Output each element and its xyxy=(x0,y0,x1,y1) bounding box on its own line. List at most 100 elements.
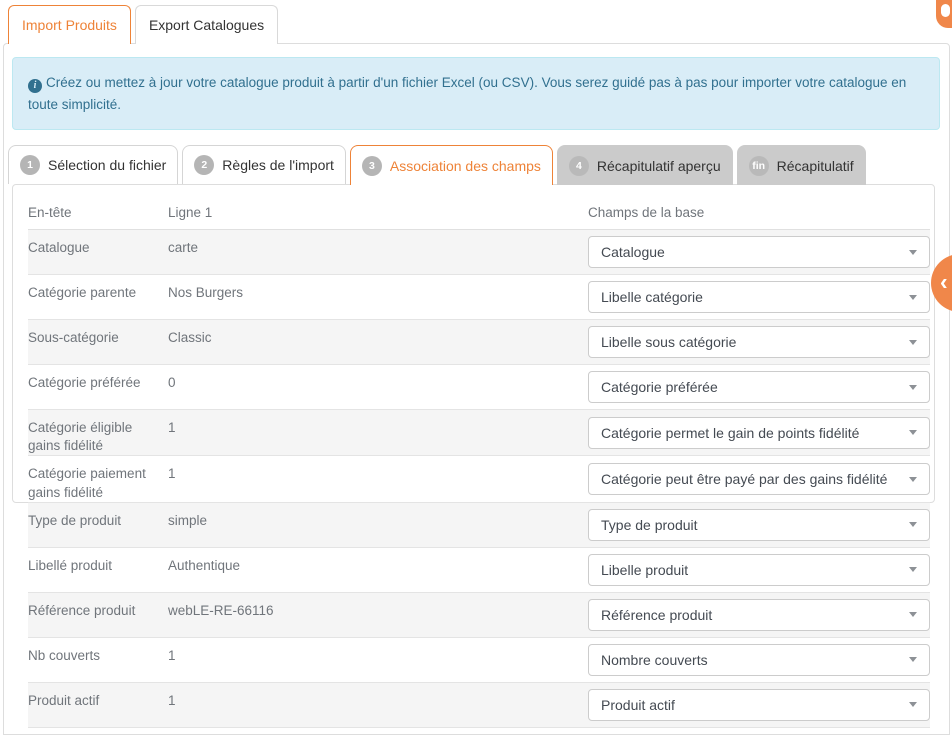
step-number-badge: 2 xyxy=(194,155,215,175)
row-line1-cell: Authentique xyxy=(168,557,241,573)
tab-export-catalogues[interactable]: Export Catalogues xyxy=(134,5,279,44)
column-header-entete: En-tête xyxy=(28,205,72,220)
step-number-badge: 4 xyxy=(568,155,589,176)
field-select[interactable]: Libelle sous catégorie xyxy=(588,326,930,358)
row-field-cell: Libelle sous catégorie xyxy=(588,326,930,358)
table-row: Sous-catégorie Classic Libelle sous caté… xyxy=(28,320,930,365)
wizard-step-2[interactable]: 2 Règles de l'import xyxy=(182,145,346,184)
field-select[interactable]: Libelle produit xyxy=(588,553,930,586)
table-header-row: En-tête Ligne 1 Champs de la base xyxy=(28,197,930,230)
caret-down-icon xyxy=(909,249,917,255)
step-label: Récapitulatif aperçu xyxy=(596,157,721,174)
field-select-value: Libelle sous catégorie xyxy=(601,334,737,350)
row-line1-cell: carte xyxy=(168,240,199,255)
row-field-cell: Nombre couverts xyxy=(588,643,930,676)
wizard-step-fin[interactable]: fin Récapitulatif xyxy=(736,145,866,185)
table-row: Référence produit webLE-RE-66116 Référen… xyxy=(28,592,930,638)
step-label: Sélection du fichier xyxy=(48,157,167,173)
field-select-value: Référence produit xyxy=(601,606,713,623)
field-select-value: Libelle produit xyxy=(601,561,689,578)
field-select[interactable]: Référence produit xyxy=(588,598,930,631)
field-select[interactable]: Catégorie peut être payé par des gains f… xyxy=(588,463,930,496)
field-select[interactable]: Produit actif xyxy=(588,688,930,721)
table-body: Catalogue carte Catalogue Catégorie pare… xyxy=(28,230,930,728)
row-field-cell: Catégorie permet le gain de points fidél… xyxy=(588,416,930,449)
table-row: Libellé produit Authentique Libelle prod… xyxy=(28,548,930,593)
field-select[interactable]: Catégorie préférée xyxy=(588,371,930,403)
row-header-cell: Type de produit xyxy=(28,512,122,528)
row-header-cell: Libellé produit xyxy=(28,557,113,573)
step-label: Récapitulatif xyxy=(776,157,854,174)
row-field-cell: Libelle produit xyxy=(588,553,930,586)
side-panel-toggle-button[interactable]: ‹ xyxy=(931,254,952,312)
wizard-step-1[interactable]: 1 Sélection du fichier xyxy=(8,145,179,184)
tab-label: Import Produits xyxy=(22,17,117,33)
wizard-step-bar: 1 Sélection du fichier 2 Règles de l'imp… xyxy=(8,145,866,185)
caret-down-icon xyxy=(909,657,917,663)
field-select[interactable]: Nombre couverts xyxy=(588,643,930,676)
table-row: Produit actif 1 Produit actif xyxy=(28,682,930,728)
row-line1-cell: webLE-RE-66116 xyxy=(168,602,274,618)
field-mapping-table: En-tête Ligne 1 Champs de la base Catalo… xyxy=(28,197,930,728)
row-header-cell: Catégorie parente xyxy=(28,285,137,300)
caret-down-icon xyxy=(909,430,917,436)
field-select-value: Catégorie préférée xyxy=(601,379,718,395)
row-header-cell: Produit actif xyxy=(28,692,100,708)
tab-label: Export Catalogues xyxy=(148,17,265,33)
field-select-value: Type de produit xyxy=(601,516,698,533)
wizard-step-3[interactable]: 3 Association des champs xyxy=(349,145,553,185)
notification-badge[interactable] xyxy=(936,0,952,28)
step-label: Association des champs xyxy=(389,157,541,174)
column-header-champs: Champs de la base xyxy=(588,205,705,220)
field-select-value: Libelle catégorie xyxy=(601,289,703,305)
caret-down-icon xyxy=(909,294,917,300)
step-number-badge: 3 xyxy=(361,155,382,176)
row-field-cell: Catégorie peut être payé par des gains f… xyxy=(588,463,930,496)
row-line1-cell: 1 xyxy=(168,466,176,482)
info-icon: i xyxy=(28,79,42,93)
field-select-value: Catégorie permet le gain de points fidél… xyxy=(601,424,860,441)
row-line1-cell: 1 xyxy=(168,420,176,435)
caret-down-icon xyxy=(909,476,917,482)
row-header-cell: Catégorie éligible gains fidélité xyxy=(28,420,133,454)
table-row: Type de produit simple Type de produit xyxy=(28,502,930,548)
caret-down-icon xyxy=(909,702,917,708)
row-header-cell: Référence produit xyxy=(28,602,136,618)
row-line1-cell: Classic xyxy=(168,330,212,345)
row-line1-cell: 0 xyxy=(168,375,176,390)
caret-down-icon xyxy=(909,339,917,345)
field-select[interactable]: Libelle catégorie xyxy=(588,281,930,313)
tab-import-produits[interactable]: Import Produits xyxy=(8,5,131,44)
row-field-cell: Catalogue xyxy=(588,236,930,268)
caret-down-icon xyxy=(909,612,917,618)
row-field-cell: Type de produit xyxy=(588,508,930,541)
row-header-cell: Catégorie paiement gains fidélité xyxy=(28,466,146,500)
caret-down-icon xyxy=(909,522,917,528)
info-alert: i Créez ou mettez à jour votre catalogue … xyxy=(12,57,940,131)
notification-badge-icon xyxy=(941,4,950,17)
field-select[interactable]: Catalogue xyxy=(588,236,930,268)
step-number-badge: fin xyxy=(748,155,769,176)
column-header-ligne1: Ligne 1 xyxy=(168,205,213,220)
table-row: Catégorie parente Nos Burgers Libelle ca… xyxy=(28,275,930,320)
info-alert-text: Créez ou mettez à jour votre catalogue p… xyxy=(28,75,907,112)
field-select-value: Nombre couverts xyxy=(601,651,708,668)
row-field-cell: Catégorie préférée xyxy=(588,371,930,403)
row-line1-cell: 1 xyxy=(168,647,176,663)
table-row: Catégorie préférée 0 Catégorie préférée xyxy=(28,365,930,410)
field-select[interactable]: Type de produit xyxy=(588,508,930,541)
row-header-cell: Catalogue xyxy=(28,240,90,255)
caret-down-icon xyxy=(909,567,917,573)
field-select[interactable]: Catégorie permet le gain de points fidél… xyxy=(588,416,930,449)
table-row: Catégorie paiement gains fidélité 1 Caté… xyxy=(28,456,930,503)
row-field-cell: Référence produit xyxy=(588,598,930,631)
table-row: Catalogue carte Catalogue xyxy=(28,230,930,275)
top-tab-bar: Import Produits Export Catalogues xyxy=(8,5,279,44)
field-select-value: Catégorie peut être payé par des gains f… xyxy=(601,471,888,488)
row-line1-cell: simple xyxy=(168,512,208,528)
step-number-badge: 1 xyxy=(20,155,40,175)
chevron-left-icon: ‹ xyxy=(940,268,948,295)
caret-down-icon xyxy=(909,384,917,390)
field-select-value: Catalogue xyxy=(601,244,665,260)
wizard-step-4[interactable]: 4 Récapitulatif aperçu xyxy=(556,145,733,185)
